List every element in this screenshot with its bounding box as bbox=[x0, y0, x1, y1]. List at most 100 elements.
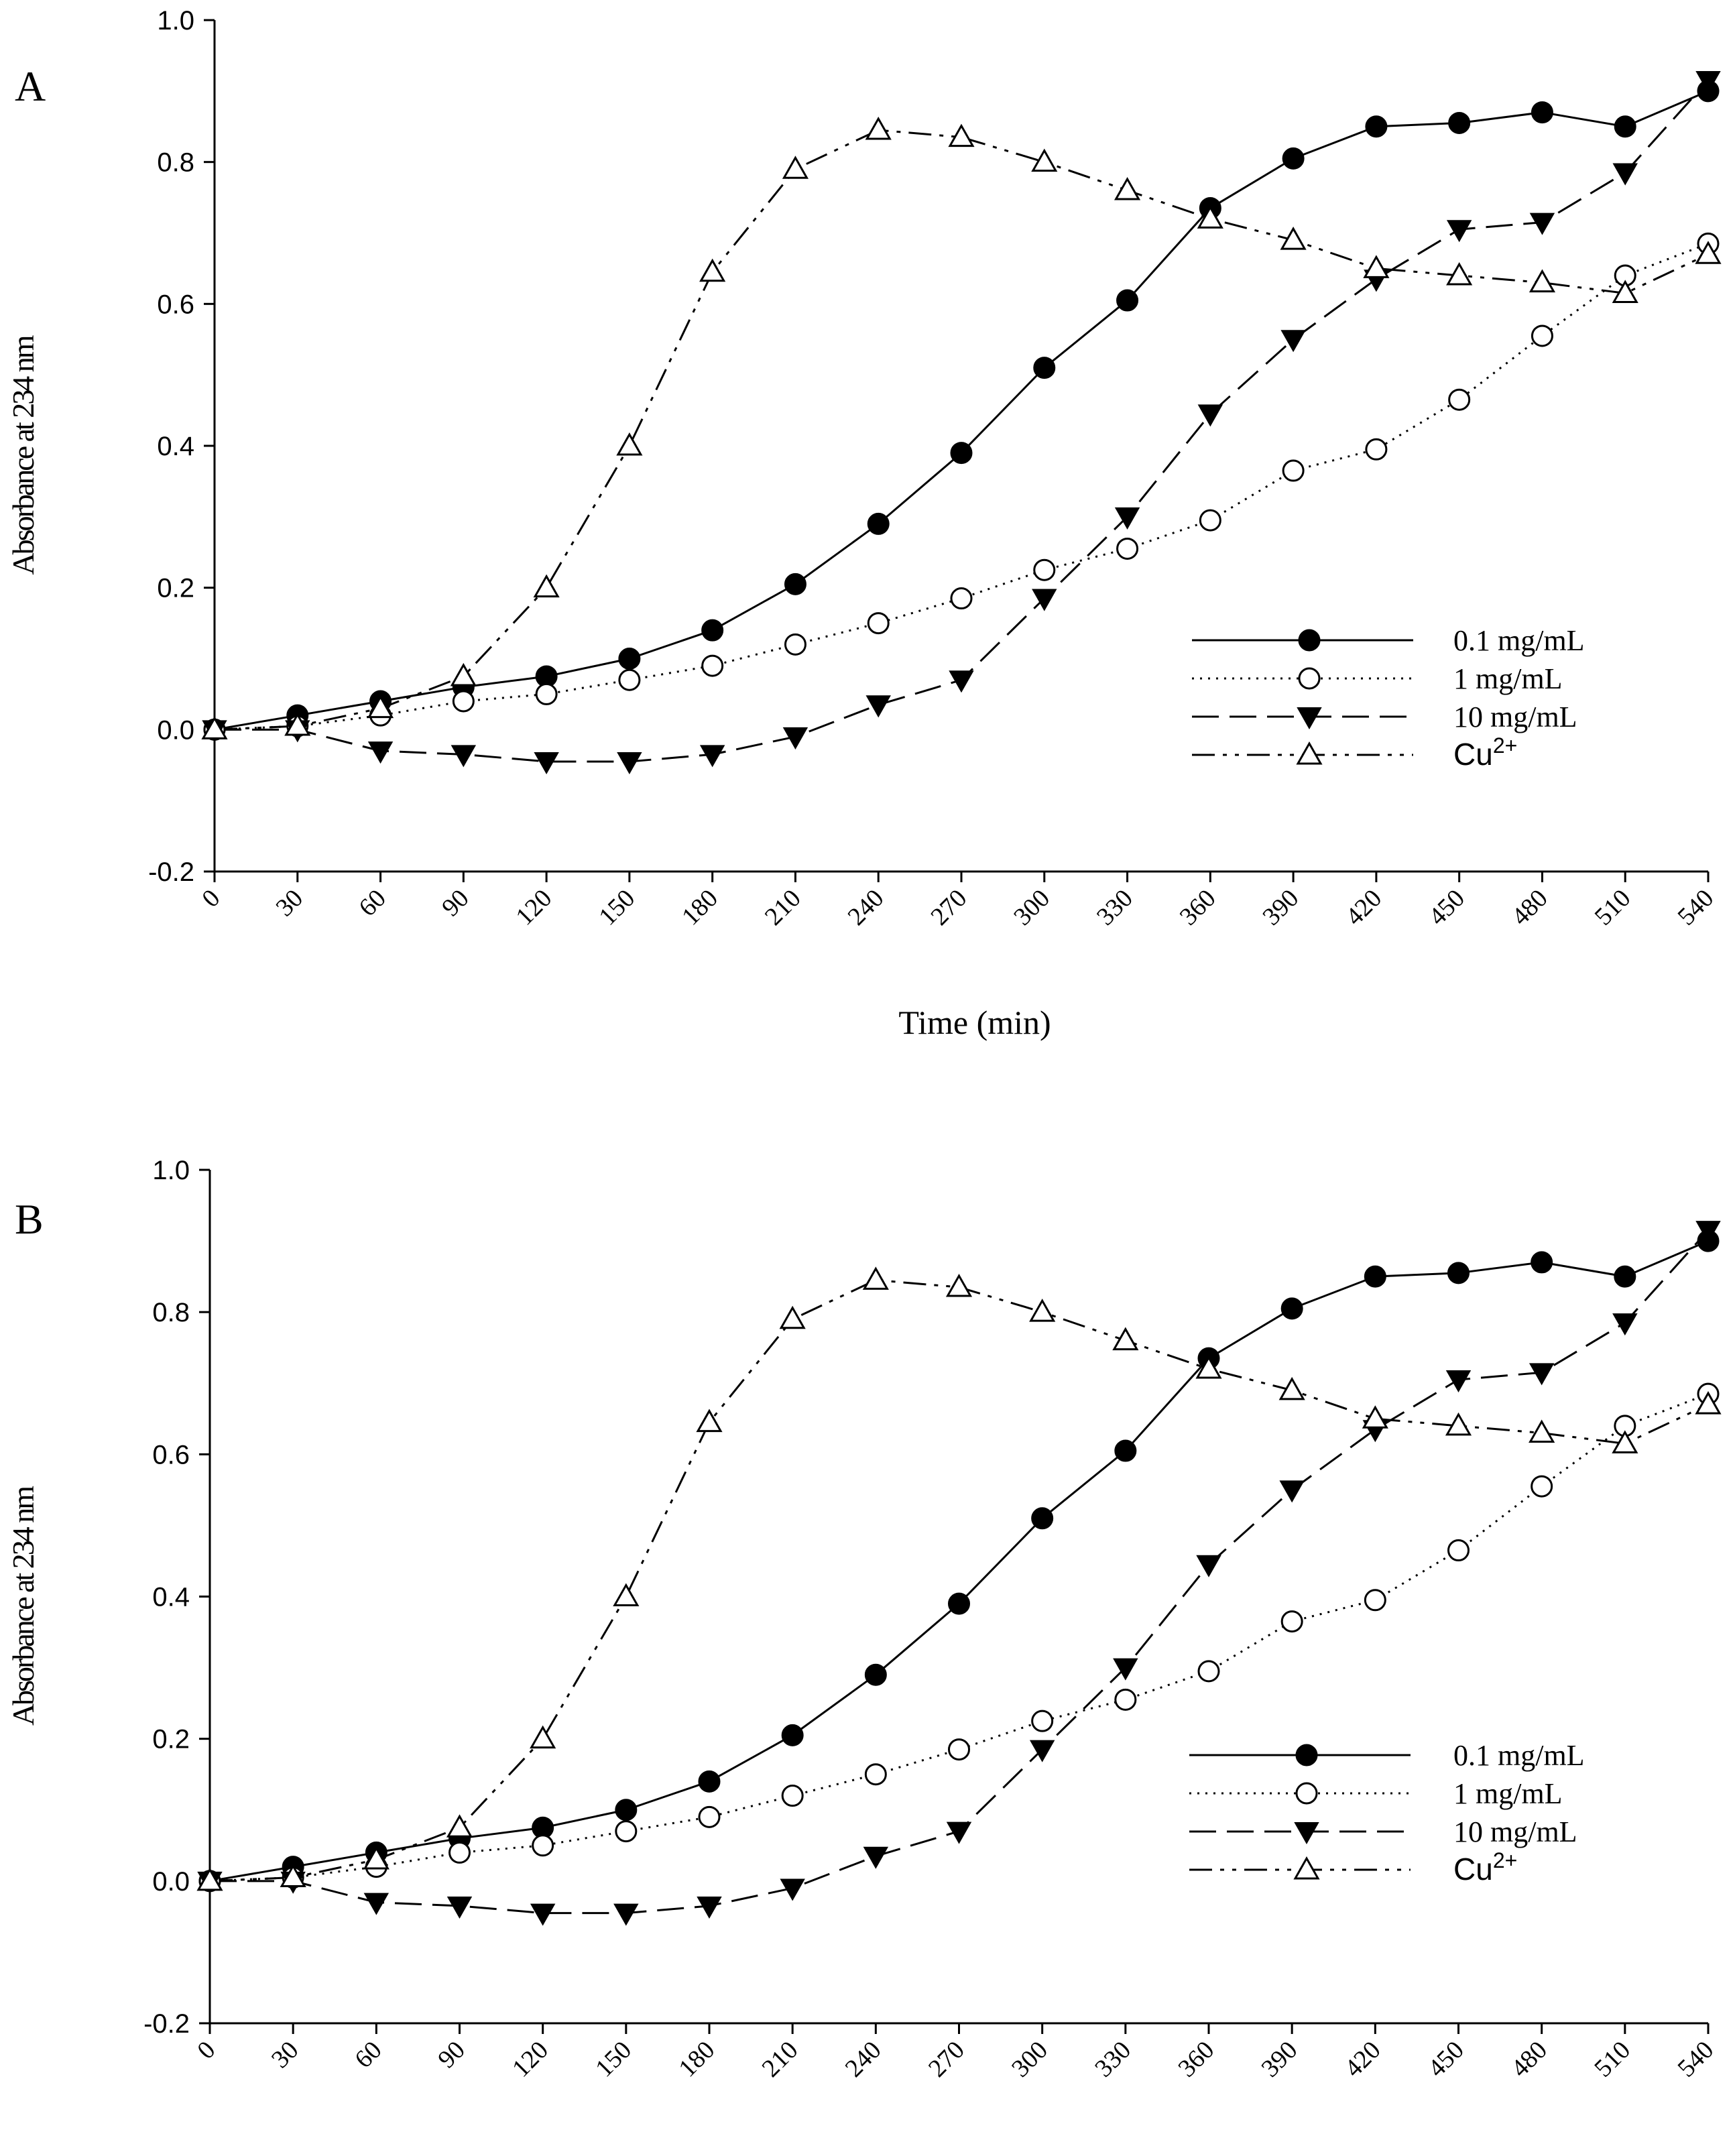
data-point-series-3 bbox=[196, 1867, 223, 1891]
data-point-series-3 bbox=[1278, 1376, 1305, 1400]
data-point-series-0 bbox=[1116, 289, 1139, 312]
y-tick-label: 0.2 bbox=[152, 1725, 190, 1754]
data-point-series-2 bbox=[530, 1903, 556, 1926]
x-tick-label: 240 bbox=[843, 884, 890, 931]
x-tick-label: 150 bbox=[590, 2036, 637, 2083]
y-tick-label: -0.2 bbox=[143, 2009, 190, 2039]
legend-marker bbox=[1294, 1822, 1319, 1845]
data-point-series-3 bbox=[1031, 148, 1058, 172]
y-axis-title: Absorbance at 234 nm bbox=[6, 335, 40, 575]
x-tick-label: 360 bbox=[1173, 2036, 1219, 2083]
data-point-series-3 bbox=[696, 1409, 723, 1433]
x-tick-label: 450 bbox=[1423, 2036, 1470, 2083]
legend-label: 1 mg/mL bbox=[1453, 1777, 1563, 1810]
legend-label: 10 mg/mL bbox=[1453, 701, 1577, 733]
data-point-series-2 bbox=[1113, 1658, 1138, 1681]
x-tick-label: 330 bbox=[1089, 2036, 1136, 2083]
data-point-series-1 bbox=[535, 682, 558, 705]
data-point-series-0 bbox=[1033, 357, 1056, 379]
data-point-series-3 bbox=[699, 258, 726, 282]
x-tick-label: 30 bbox=[266, 2036, 304, 2074]
x-tick-label: 210 bbox=[757, 2036, 804, 2083]
data-point-series-3 bbox=[363, 1846, 390, 1870]
x-tick-label: 540 bbox=[1672, 884, 1719, 931]
y-tick-label: 0.8 bbox=[157, 148, 194, 178]
legend-marker bbox=[1298, 629, 1321, 652]
x-axis-title: Time (min) bbox=[898, 1004, 1051, 1041]
x-tick-label: 420 bbox=[1339, 2036, 1386, 2083]
panel-b: B -0.2 0.0 0.2 0.4 0.6 0.8 1.0 0 30 60 90 120 150 180 2… bbox=[6, 1156, 1722, 2156]
x-tick-label: 270 bbox=[925, 884, 972, 931]
data-point-series-3 bbox=[1280, 227, 1307, 250]
data-point-series-2 bbox=[1529, 213, 1555, 235]
data-point-series-2 bbox=[613, 1903, 639, 1926]
data-point-series-3 bbox=[1112, 1327, 1139, 1351]
x-tick-label: 120 bbox=[507, 2036, 554, 2083]
data-point-series-1 bbox=[1199, 509, 1221, 532]
data-point-series-3 bbox=[1612, 280, 1638, 303]
data-point-series-1 bbox=[1282, 459, 1305, 482]
legend-label: Cu2+ bbox=[1453, 733, 1517, 772]
data-point-series-1 bbox=[448, 1841, 471, 1864]
x-tick-label: 540 bbox=[1672, 2036, 1719, 2083]
x-tick-label: 120 bbox=[510, 884, 557, 931]
panel-a: A -0.2 0.0 0.2 0.4 0.6 0.8 1.0 0 30 60 90 120 150 180 2… bbox=[6, 6, 1722, 1041]
x-tick-label: 240 bbox=[840, 2036, 887, 2083]
x-tick-label: 150 bbox=[593, 884, 640, 931]
data-point-series-3 bbox=[1612, 1430, 1638, 1453]
data-point-series-3 bbox=[450, 662, 477, 686]
data-point-series-1 bbox=[867, 612, 890, 635]
data-point-series-0 bbox=[1114, 1439, 1137, 1462]
data-point-series-1 bbox=[698, 1805, 721, 1828]
x-tick-label: 390 bbox=[1256, 2036, 1303, 2083]
data-point-series-2 bbox=[1032, 589, 1057, 611]
data-point-series-2 bbox=[1196, 1555, 1221, 1577]
x-tick-label: 180 bbox=[673, 2036, 720, 2083]
data-point-series-1 bbox=[1114, 1688, 1137, 1711]
data-point-series-2 bbox=[697, 1896, 722, 1919]
legend-label: 0.1 mg/mL bbox=[1453, 624, 1585, 657]
data-point-series-0 bbox=[1614, 1265, 1636, 1288]
data-point-series-3 bbox=[1195, 1355, 1222, 1379]
data-point-series-1 bbox=[1280, 1610, 1303, 1633]
data-point-series-1 bbox=[1531, 1475, 1553, 1498]
data-point-series-2 bbox=[782, 727, 809, 750]
data-point-series-3 bbox=[782, 156, 809, 179]
data-point-series-3 bbox=[948, 123, 975, 147]
data-point-series-2 bbox=[1446, 220, 1472, 243]
data-point-series-1 bbox=[452, 690, 475, 713]
data-point-series-3 bbox=[1363, 255, 1390, 278]
y-tick-label: 0.0 bbox=[152, 1867, 190, 1897]
data-point-series-3 bbox=[1029, 1299, 1056, 1322]
x-tick-label: 90 bbox=[436, 884, 475, 922]
data-point-series-3 bbox=[284, 712, 311, 736]
x-tick-label: 0 bbox=[196, 884, 225, 913]
x-tick-label: 360 bbox=[1175, 884, 1221, 931]
data-point-series-1 bbox=[781, 1785, 804, 1807]
data-point-series-0 bbox=[867, 512, 890, 535]
data-point-series-0 bbox=[1614, 115, 1636, 138]
y-tick-label: 0.4 bbox=[157, 432, 194, 461]
y-tick-label: 0.6 bbox=[152, 1440, 190, 1470]
legend-label: 1 mg/mL bbox=[1453, 662, 1563, 695]
data-point-series-3 bbox=[367, 695, 394, 719]
data-point-series-0 bbox=[781, 1724, 804, 1746]
data-point-series-3 bbox=[280, 1864, 306, 1888]
data-point-series-2 bbox=[1612, 163, 1638, 186]
x-tick-label: 480 bbox=[1506, 884, 1553, 931]
data-point-series-3 bbox=[1529, 1419, 1555, 1443]
data-point-series-3 bbox=[1445, 1412, 1472, 1436]
data-point-series-2 bbox=[367, 741, 394, 764]
x-tick-label: 420 bbox=[1340, 884, 1387, 931]
data-point-series-1 bbox=[532, 1834, 554, 1857]
data-point-series-2 bbox=[1114, 507, 1140, 530]
data-point-series-2 bbox=[363, 1893, 390, 1915]
panel-label: B bbox=[15, 1195, 44, 1243]
data-point-series-3 bbox=[533, 574, 560, 598]
y-tick-label: 0.0 bbox=[157, 715, 194, 745]
legend-marker bbox=[1298, 667, 1321, 690]
data-point-series-1 bbox=[864, 1763, 887, 1786]
legend-marker bbox=[1293, 1856, 1320, 1880]
x-tick-label: 390 bbox=[1257, 884, 1304, 931]
